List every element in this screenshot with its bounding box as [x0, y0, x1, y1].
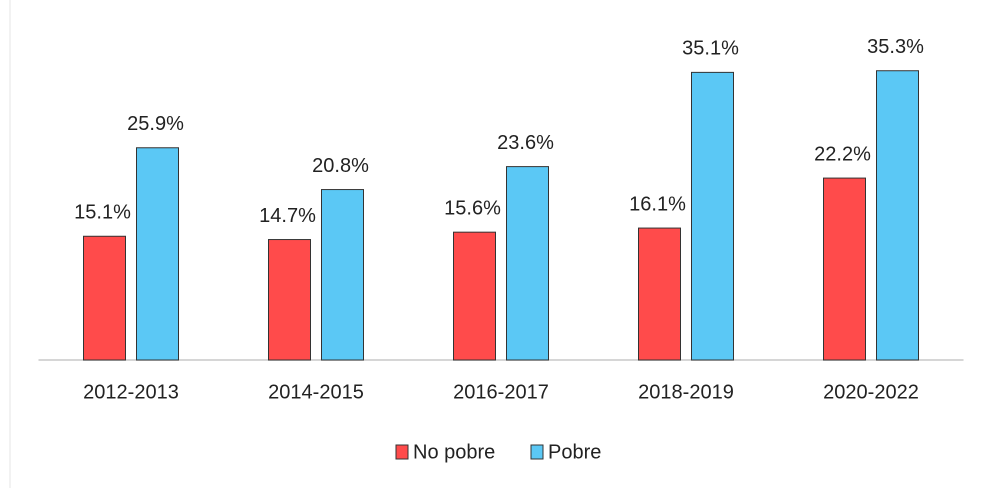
data-label: 35.1%	[682, 38, 739, 60]
bar	[83, 235, 126, 361]
data-label: 16.1%	[629, 193, 686, 215]
legend-swatch	[530, 444, 544, 460]
data-label: 35.3%	[867, 36, 924, 58]
data-label: 23.6%	[497, 132, 554, 154]
data-label: 15.1%	[74, 202, 131, 224]
bar	[876, 70, 919, 361]
bar	[268, 239, 311, 361]
data-label: 15.6%	[444, 197, 501, 219]
bar	[691, 71, 734, 361]
bar	[136, 147, 179, 361]
bar	[321, 189, 364, 361]
x-tick-label: 2014-2015	[268, 381, 364, 403]
bar	[638, 227, 681, 361]
data-label: 20.8%	[312, 155, 369, 177]
x-tick-label: 2020-2022	[823, 381, 919, 403]
bar	[453, 231, 496, 361]
bar	[506, 166, 549, 361]
bar	[823, 177, 866, 361]
legend-label: No pobre	[413, 441, 495, 463]
legend-label: Pobre	[548, 441, 601, 463]
data-label: 22.2%	[814, 143, 871, 165]
x-tick-label: 2012-2013	[83, 381, 179, 403]
x-tick-label: 2016-2017	[453, 381, 549, 403]
legend-swatch	[395, 444, 409, 460]
data-label: 14.7%	[259, 205, 316, 227]
data-label: 25.9%	[127, 113, 184, 135]
x-tick-label: 2018-2019	[638, 381, 734, 403]
